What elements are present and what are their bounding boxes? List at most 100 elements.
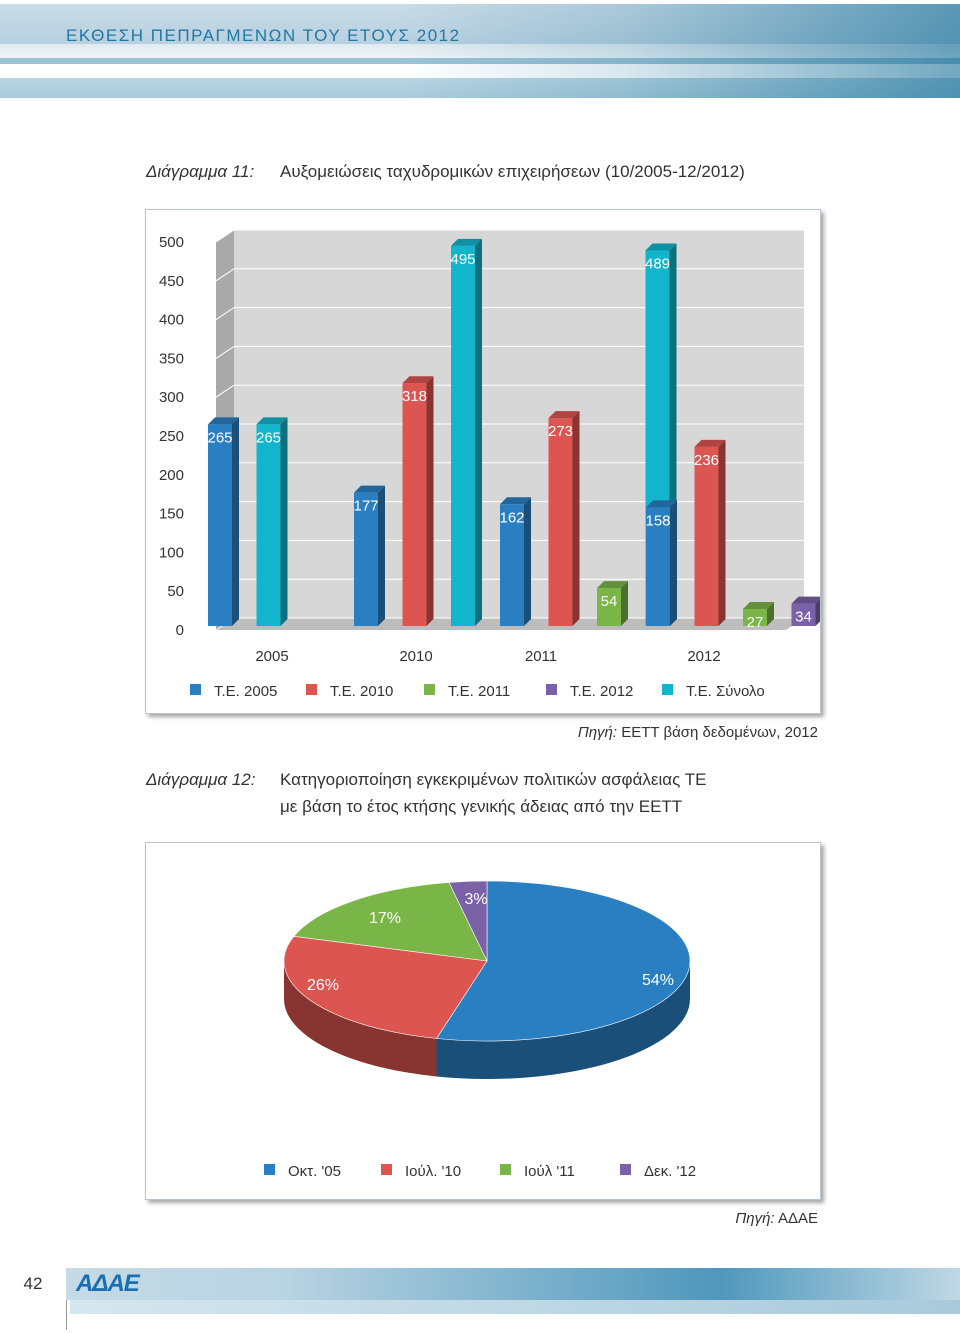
figure-12-title-line2: με βάση το έτος κτήσης γενικής άδειας απ… xyxy=(280,797,683,816)
x-tick-label: 2005 xyxy=(255,648,288,665)
bar-side xyxy=(232,417,239,626)
x-tick-label: 2012 xyxy=(687,648,720,665)
legend-swatch xyxy=(264,1164,275,1175)
bar-side xyxy=(280,417,288,626)
y-tick-label: 50 xyxy=(167,583,184,600)
bar-top xyxy=(548,411,580,419)
gridline-side xyxy=(215,268,235,282)
bar-top xyxy=(256,417,288,425)
y-tick-label: 150 xyxy=(159,506,184,523)
figure-12-source: Πηγή: ΑΔΑΕ xyxy=(735,1210,818,1227)
legend-swatch xyxy=(620,1164,631,1175)
bar-side xyxy=(718,439,726,626)
bar-value-label: 162 xyxy=(499,509,524,526)
bar-front xyxy=(500,504,524,626)
bar-top xyxy=(646,500,677,508)
y-tick-label: 450 xyxy=(159,273,184,290)
bar xyxy=(354,485,385,626)
source-label: Πηγή: xyxy=(577,724,618,741)
legend-label: Δεκ. '12 xyxy=(644,1163,696,1180)
y-tick-label: 200 xyxy=(159,467,184,484)
legend-swatch xyxy=(424,684,435,695)
pie-chart: 54% 26% 17% 3% Οκτ. '05 Ιούλ. '10 Ιούλ '11 Δεκ.… xyxy=(264,880,696,1180)
report-title: ΕΚΘΕΣΗ ΠΕΠΡΑΓΜΕΝΩΝ ΤΟΥ ΕΤΟΥΣ 2012 xyxy=(66,26,461,45)
y-tick-label: 400 xyxy=(159,312,184,329)
footer-band-lower xyxy=(0,1300,960,1314)
bar-front xyxy=(548,418,573,626)
source-label: Πηγή: xyxy=(735,1210,775,1227)
pie-slice xyxy=(293,882,488,962)
legend-label: Τ.Ε. 2012 xyxy=(570,683,633,700)
source-text: ΑΔΑΕ xyxy=(777,1210,818,1227)
bar-chart: 0 50 100 150 200 250 300 350 400 450 500 265 265 177 3… xyxy=(159,229,871,700)
bar xyxy=(694,439,726,626)
page-divider xyxy=(66,1300,67,1330)
bar-side xyxy=(475,238,482,626)
x-tick-label: 2010 xyxy=(399,648,432,665)
legend-label: Ιούλ '11 xyxy=(524,1163,575,1180)
bar-top xyxy=(791,596,823,604)
bar-value-label: 27 xyxy=(747,614,764,631)
bar xyxy=(500,497,531,626)
bar-value-label: 318 xyxy=(402,388,427,405)
source-text: ΕΕΤΤ βάση δεδομένων, 2012 xyxy=(621,724,818,741)
bar-value-label: 495 xyxy=(450,251,475,268)
gridline-side xyxy=(215,229,235,243)
pie-slice xyxy=(448,880,488,962)
footer-band xyxy=(0,1268,960,1300)
bar xyxy=(743,602,774,626)
bar-value-label: 236 xyxy=(694,452,719,469)
pie-slice xyxy=(435,880,691,1042)
figure-11-source: Πηγή: ΕΕΤΤ βάση δεδομένων, 2012 xyxy=(578,724,818,741)
gridline-side xyxy=(215,307,235,321)
pie-value-label: 17% xyxy=(369,910,401,927)
bar-side xyxy=(767,602,774,626)
legend-label: Τ.Ε. 2005 xyxy=(214,683,277,700)
y-tick-label: 0 xyxy=(176,622,184,639)
pie-value-label: 3% xyxy=(464,891,487,908)
figure-11-title: Αυξομειώσεις ταχυδρομικών επιχειρήσεων (… xyxy=(280,162,745,181)
bar-side xyxy=(378,485,385,626)
pie-slice xyxy=(283,935,488,1039)
bar xyxy=(451,238,482,626)
bar-side xyxy=(621,581,628,626)
legend-label: Τ.Ε. 2011 xyxy=(448,683,510,700)
bar-front xyxy=(256,424,281,626)
bar-top xyxy=(694,439,726,447)
gridline-side xyxy=(215,384,235,398)
bar-value-label: 265 xyxy=(207,429,232,446)
legend-label: Τ.Ε. 2010 xyxy=(330,683,393,700)
page-number: 42 xyxy=(0,1268,66,1300)
bar-front xyxy=(791,603,816,626)
bar-value-label: 54 xyxy=(601,593,618,610)
bar-chart-frame: 0 50 100 150 200 250 300 350 400 450 500 265 265 177 3… xyxy=(145,209,871,714)
legend-swatch xyxy=(190,684,201,695)
bar-top xyxy=(743,602,774,610)
y-tick-label: 500 xyxy=(159,234,184,251)
bar-front xyxy=(694,446,719,626)
bar xyxy=(548,411,580,626)
bar xyxy=(256,417,288,626)
bar-top xyxy=(645,243,677,251)
pie-value-label: 26% xyxy=(307,977,339,994)
bar-top xyxy=(402,376,434,384)
legend-swatch xyxy=(500,1164,511,1175)
bar-value-label: 34 xyxy=(795,609,812,626)
bar-value-label: 177 xyxy=(353,498,378,515)
x-tick-label: 2011 xyxy=(525,648,557,665)
bar-front xyxy=(208,424,232,626)
bar-value-label: 265 xyxy=(256,429,281,446)
bar-side xyxy=(572,411,580,626)
legend-swatch xyxy=(381,1164,392,1175)
bar xyxy=(597,581,628,626)
pie-slice-side xyxy=(284,961,437,1077)
legend-swatch xyxy=(662,684,673,695)
bar-front xyxy=(646,507,670,626)
figure-12-label: Διάγραμμα 12: xyxy=(146,770,256,789)
bar-side xyxy=(524,497,531,626)
y-tick-label: 300 xyxy=(159,389,184,406)
y-tick-label: 100 xyxy=(159,544,184,561)
gridline-side xyxy=(215,345,235,359)
bar-value-label: 273 xyxy=(548,423,573,440)
y-tick-label: 250 xyxy=(159,428,184,445)
